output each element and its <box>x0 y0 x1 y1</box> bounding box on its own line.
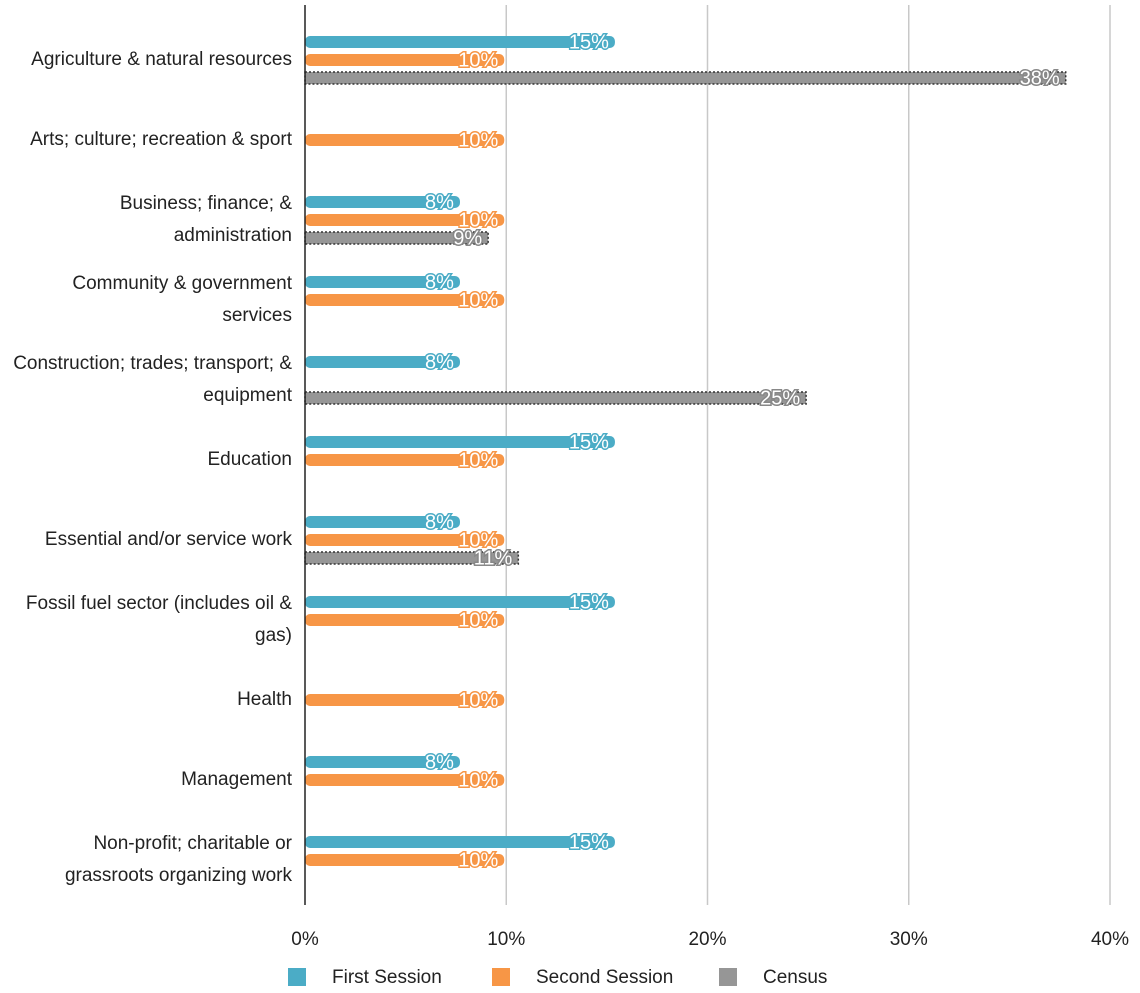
x-tick-label: 20% <box>688 929 726 950</box>
legend-swatch <box>719 968 737 986</box>
bar <box>305 516 460 528</box>
bar <box>304 71 1067 85</box>
value-label: 11% <box>474 547 513 569</box>
value-label: 15% <box>569 31 609 53</box>
x-tick-label: 10% <box>487 929 525 950</box>
bar <box>305 436 615 448</box>
value-label: 10% <box>458 609 498 631</box>
category-label: Fossil fuel sector (includes oil & gas) <box>25 593 292 646</box>
value-label: 15% <box>569 431 609 453</box>
bar <box>305 534 505 546</box>
x-tick-label: 30% <box>890 929 928 950</box>
value-label: 10% <box>458 289 498 311</box>
value-label: 8% <box>425 751 454 773</box>
bar <box>305 294 505 306</box>
value-label: 10% <box>458 449 498 471</box>
legend-swatch <box>492 968 510 986</box>
value-label: 8% <box>425 191 454 213</box>
legend-swatch <box>288 968 306 986</box>
bar <box>305 614 505 626</box>
x-tick-label: 40% <box>1091 929 1129 950</box>
bar <box>305 454 505 466</box>
bar <box>305 756 460 768</box>
category-label: Management <box>181 769 292 790</box>
bar <box>305 836 615 848</box>
bar <box>305 854 505 866</box>
value-label: 10% <box>458 849 498 871</box>
value-label: 10% <box>458 689 498 711</box>
value-label: 8% <box>425 351 454 373</box>
legend-label: Census <box>763 967 827 988</box>
bar <box>305 134 505 146</box>
bar <box>305 774 505 786</box>
value-label: 8% <box>425 271 454 293</box>
legend-label: First Session <box>332 967 442 988</box>
value-label: 8% <box>425 511 454 533</box>
category-label: Construction; trades; transport; & equip… <box>13 353 292 406</box>
category-label: Agriculture & natural resources <box>31 49 292 70</box>
bar <box>304 391 807 405</box>
value-label: 10% <box>458 529 498 551</box>
value-label: 10% <box>458 49 498 71</box>
value-label: 10% <box>458 769 498 791</box>
value-label: 38% <box>1020 67 1060 89</box>
value-label: 15% <box>569 591 609 613</box>
legend-label: Second Session <box>536 967 673 988</box>
value-label: 9% <box>453 227 482 249</box>
category-label: Essential and/or service work <box>44 529 292 550</box>
category-label: Community & government services <box>72 273 292 326</box>
bar <box>305 694 505 706</box>
bar <box>305 596 615 608</box>
bar <box>305 356 460 368</box>
bar <box>305 214 505 226</box>
value-label: 10% <box>458 129 498 151</box>
x-tick-label: 0% <box>291 929 319 950</box>
bar <box>305 196 460 208</box>
category-label: Education <box>207 449 292 470</box>
category-label: Health <box>237 689 292 710</box>
value-label: 15% <box>569 831 609 853</box>
bar <box>305 276 460 288</box>
category-label: Non-profit; charitable or grassroots org… <box>64 833 292 886</box>
bar <box>305 36 615 48</box>
category-label: Arts; culture; recreation & sport <box>30 129 292 150</box>
value-label: 25% <box>760 387 800 409</box>
bar <box>305 54 505 66</box>
value-label: 10% <box>458 209 498 231</box>
category-label: Business; finance; & administration <box>119 193 292 246</box>
